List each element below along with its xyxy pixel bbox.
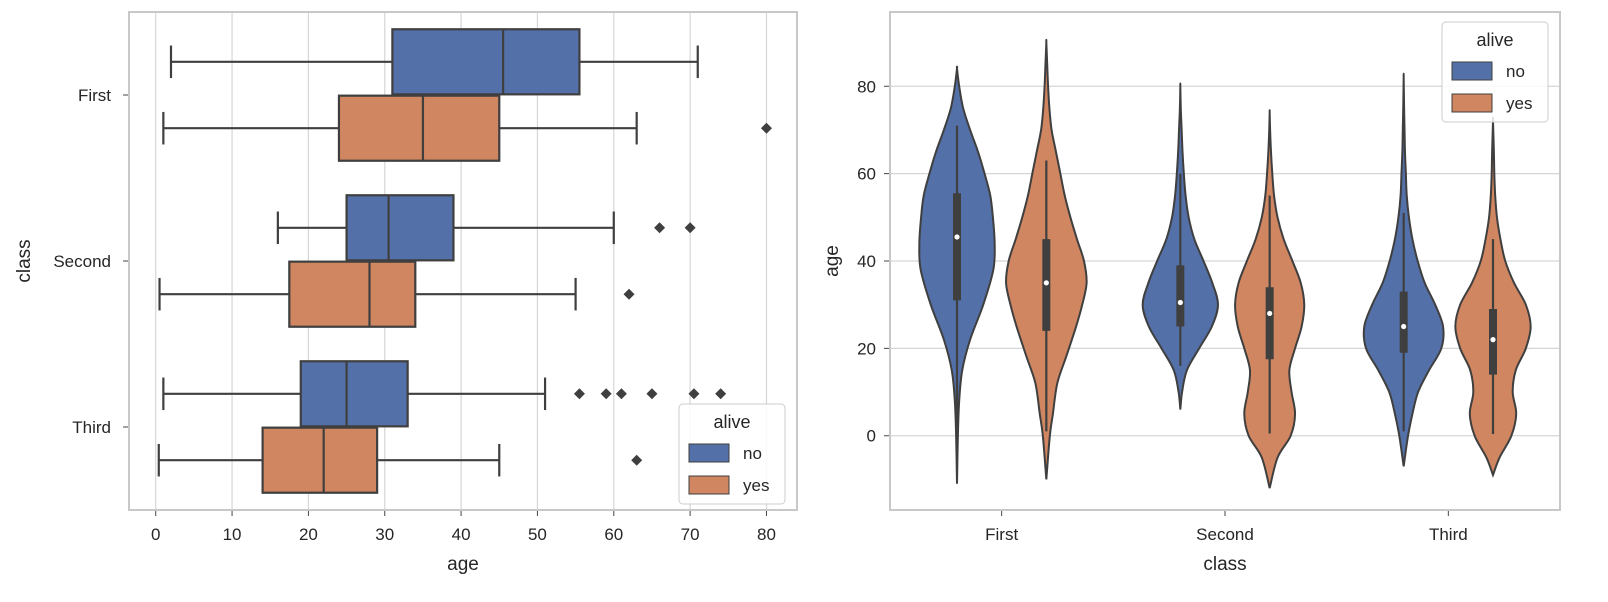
plot-frame — [889, 11, 1561, 511]
legend: alive no yes — [678, 403, 786, 505]
x-tick-label: 80 — [757, 525, 776, 544]
y-tick-label: 80 — [857, 77, 876, 96]
box-iqr — [345, 194, 455, 262]
legend-label-yes: yes — [743, 476, 769, 495]
box-iqr — [299, 360, 409, 428]
x-tick-label-first: First — [985, 525, 1018, 544]
x-axis-label: age — [447, 554, 479, 575]
plot-frame — [128, 11, 798, 511]
outlier-point — [615, 388, 627, 400]
violin-first-no — [918, 65, 996, 484]
box-iqr — [391, 28, 581, 96]
violin-third-yes — [1454, 116, 1532, 478]
violin-median-dot — [1043, 280, 1049, 286]
box-third-no — [162, 360, 727, 428]
x-tick-label-third: Third — [1429, 525, 1468, 544]
violin-median-dot — [1177, 299, 1183, 306]
box-iqr — [261, 426, 379, 494]
legend-label-yes: yes — [1506, 94, 1532, 113]
box-first-no — [169, 28, 699, 96]
violin-first-yes — [1005, 38, 1088, 480]
box-first-yes — [162, 94, 772, 162]
legend: alive no yes — [1441, 21, 1549, 123]
outlier-point — [715, 388, 727, 400]
y-tick-label: 20 — [857, 339, 876, 358]
x-tick-label: 70 — [681, 525, 700, 544]
box-iqr — [337, 94, 501, 162]
legend-label-no: no — [743, 444, 762, 463]
outlier-point — [760, 122, 772, 134]
violin-median-dot — [1401, 323, 1407, 330]
box-third-yes — [157, 426, 643, 494]
y-tick-label: 0 — [867, 427, 876, 446]
x-tick-label: 10 — [223, 525, 242, 544]
violin-median-dot — [1490, 337, 1496, 343]
x-axis-label: class — [1203, 554, 1246, 575]
outlier-point — [684, 222, 696, 234]
y-axis-label: age — [822, 245, 843, 277]
outlier-point — [600, 388, 612, 400]
boxplot-chart: 0 10 20 30 40 50 60 70 80 First Second Third age clas… — [14, 11, 798, 575]
legend-title: alive — [1476, 30, 1513, 50]
violin-third-no — [1362, 72, 1445, 467]
outlier-point — [623, 288, 635, 300]
x-tick-label: 30 — [375, 525, 394, 544]
y-tick-label: 60 — [857, 165, 876, 184]
x-tick-label: 40 — [452, 525, 471, 544]
legend-swatch-yes — [688, 475, 730, 495]
box-iqr — [288, 260, 417, 328]
legend-swatch-yes — [1451, 93, 1493, 113]
outlier-point — [573, 388, 585, 400]
outlier-point — [654, 222, 666, 234]
legend-title: alive — [713, 412, 750, 432]
y-tick-label: 40 — [857, 252, 876, 271]
x-tick-label-second: Second — [1196, 525, 1254, 544]
violin-chart: 0 20 40 60 80 First Second Third class age alive no… — [822, 11, 1561, 575]
outlier-point — [631, 454, 643, 466]
y-tick-label-third: Third — [72, 418, 111, 437]
box-second-no — [276, 194, 696, 262]
x-tick-label: 60 — [604, 525, 623, 544]
violin-median-dot — [954, 234, 960, 240]
x-tick-label: 20 — [299, 525, 318, 544]
y-tick-label-first: First — [78, 86, 111, 105]
y-tick-label-second: Second — [53, 252, 111, 271]
violin-median-dot — [1267, 310, 1273, 317]
legend-swatch-no — [1451, 61, 1493, 81]
outlier-point — [646, 388, 658, 400]
x-tick-label: 0 — [151, 525, 160, 544]
x-tick-label: 50 — [528, 525, 547, 544]
legend-label-no: no — [1506, 62, 1525, 81]
outlier-point — [688, 388, 700, 400]
y-axis-label: class — [14, 239, 35, 282]
legend-swatch-no — [688, 443, 730, 463]
box-second-yes — [158, 260, 635, 328]
violin-second-no — [1141, 82, 1219, 410]
violin-second-yes — [1234, 109, 1306, 489]
